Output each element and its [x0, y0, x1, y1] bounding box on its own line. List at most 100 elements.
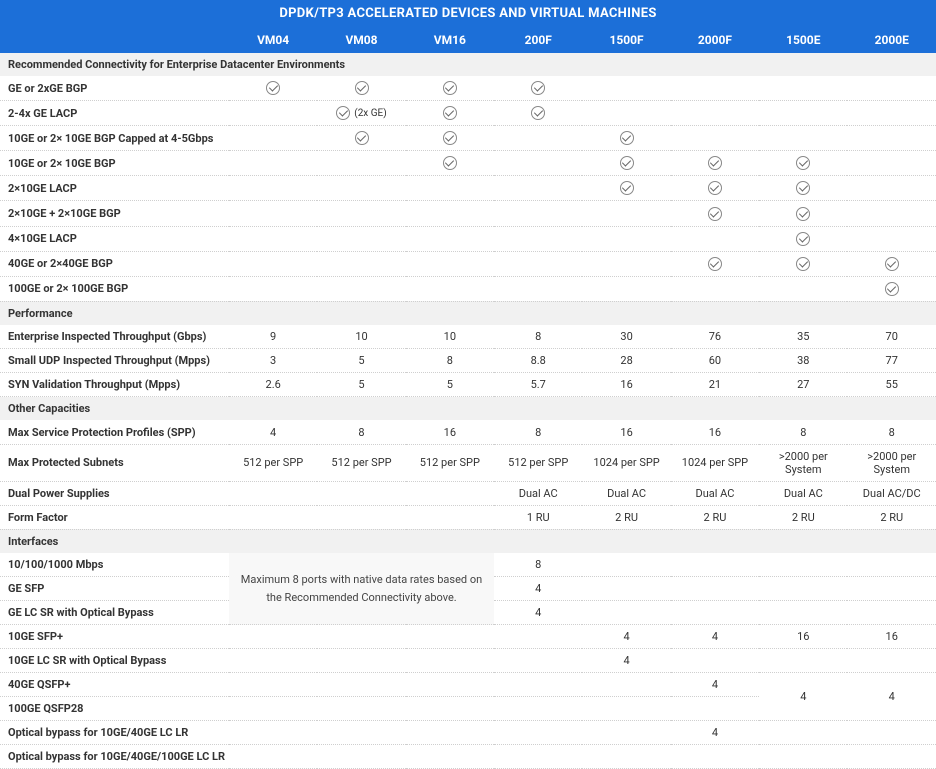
- cell: 70: [847, 325, 936, 349]
- cell: [582, 251, 670, 276]
- cell: [406, 673, 494, 697]
- cell: [229, 697, 317, 721]
- cell: [317, 226, 405, 251]
- cell: [759, 577, 847, 601]
- cell: [406, 721, 494, 745]
- cell: [317, 201, 405, 226]
- cell: [494, 673, 582, 697]
- cell: 77: [847, 349, 936, 373]
- check-icon: [355, 81, 369, 95]
- cell: [847, 601, 936, 625]
- cell: 2 RU: [582, 505, 670, 529]
- column-header: VM08: [317, 27, 405, 53]
- cell: 35: [759, 325, 847, 349]
- row-label: 4×10GE LACP: [0, 226, 229, 251]
- check-icon: [336, 106, 350, 120]
- section-header: Interfaces: [0, 529, 936, 553]
- cell: [406, 481, 494, 505]
- cell: 5.7: [494, 373, 582, 397]
- cell: [229, 649, 317, 673]
- cell: [759, 721, 847, 745]
- cell: [229, 625, 317, 649]
- cell: [671, 601, 759, 625]
- cell: [406, 76, 494, 101]
- cell: 512 per SPP: [406, 444, 494, 481]
- cell: [847, 176, 936, 201]
- cell: 55: [847, 373, 936, 397]
- cell: [847, 745, 936, 769]
- check-icon: [531, 106, 545, 120]
- row-label: 10GE LC SR with Optical Bypass: [0, 649, 229, 673]
- cell: [671, 226, 759, 251]
- cell-note: (2x GE): [354, 108, 386, 119]
- check-icon: [620, 181, 634, 195]
- cell: [229, 276, 317, 301]
- cell: 8.8: [494, 349, 582, 373]
- cell: 4: [671, 721, 759, 745]
- cell: [759, 553, 847, 577]
- cell: [406, 226, 494, 251]
- cell: [406, 126, 494, 151]
- check-icon: [708, 156, 722, 170]
- cell: [494, 697, 582, 721]
- cell: [847, 201, 936, 226]
- cell: 4: [229, 420, 317, 444]
- cell: [582, 601, 670, 625]
- cell: 10: [317, 325, 405, 349]
- cell: 4: [494, 601, 582, 625]
- cell: [229, 226, 317, 251]
- cell: [759, 745, 847, 769]
- cell: [671, 201, 759, 226]
- cell: 4: [759, 673, 847, 721]
- cell: Dual AC: [494, 481, 582, 505]
- cell: 4: [847, 673, 936, 721]
- row-label: Optical bypass for 10GE/40GE LC LR: [0, 721, 229, 745]
- row-label: 2×10GE + 2×10GE BGP: [0, 201, 229, 226]
- cell: [671, 101, 759, 126]
- cell: [229, 201, 317, 226]
- cell: [759, 276, 847, 301]
- column-header: 1500F: [582, 27, 670, 53]
- cell: [671, 649, 759, 673]
- cell: [582, 76, 670, 101]
- cell: [494, 151, 582, 176]
- column-header: 2000E: [847, 27, 936, 53]
- row-label: 100GE QSFP28: [0, 697, 229, 721]
- cell: [494, 176, 582, 201]
- check-icon: [796, 181, 810, 195]
- cell: 4: [494, 577, 582, 601]
- cell: [671, 126, 759, 151]
- cell: [582, 553, 670, 577]
- cell: [229, 126, 317, 151]
- row-label: 10GE SFP+: [0, 625, 229, 649]
- cell: 16: [406, 420, 494, 444]
- cell: 60: [671, 349, 759, 373]
- cell: [406, 251, 494, 276]
- cell: 1024 per SPP: [582, 444, 670, 481]
- cell: [847, 276, 936, 301]
- cell: 10: [406, 325, 494, 349]
- cell: [406, 101, 494, 126]
- cell: [494, 745, 582, 769]
- row-label: Optical bypass for 10GE/40GE/100GE LC LR: [0, 745, 229, 769]
- cell: [582, 673, 670, 697]
- row-label: Max Service Protection Profiles (SPP): [0, 420, 229, 444]
- cell: [406, 745, 494, 769]
- cell: Dual AC/DC: [847, 481, 936, 505]
- cell: [229, 505, 317, 529]
- cell: [229, 151, 317, 176]
- check-icon: [708, 257, 722, 271]
- cell: [494, 101, 582, 126]
- cell: [759, 126, 847, 151]
- cell: 2 RU: [759, 505, 847, 529]
- cell: 512 per SPP: [229, 444, 317, 481]
- cell: [847, 649, 936, 673]
- row-label: GE SFP: [0, 577, 229, 601]
- cell: 8: [494, 553, 582, 577]
- cell: [582, 721, 670, 745]
- cell: 1 RU: [494, 505, 582, 529]
- row-label: 10GE or 2× 10GE BGP Capped at 4-5Gbps: [0, 126, 229, 151]
- row-label: Small UDP Inspected Throughput (Mpps): [0, 349, 229, 373]
- row-label: GE or 2xGE BGP: [0, 76, 229, 101]
- cell: [582, 745, 670, 769]
